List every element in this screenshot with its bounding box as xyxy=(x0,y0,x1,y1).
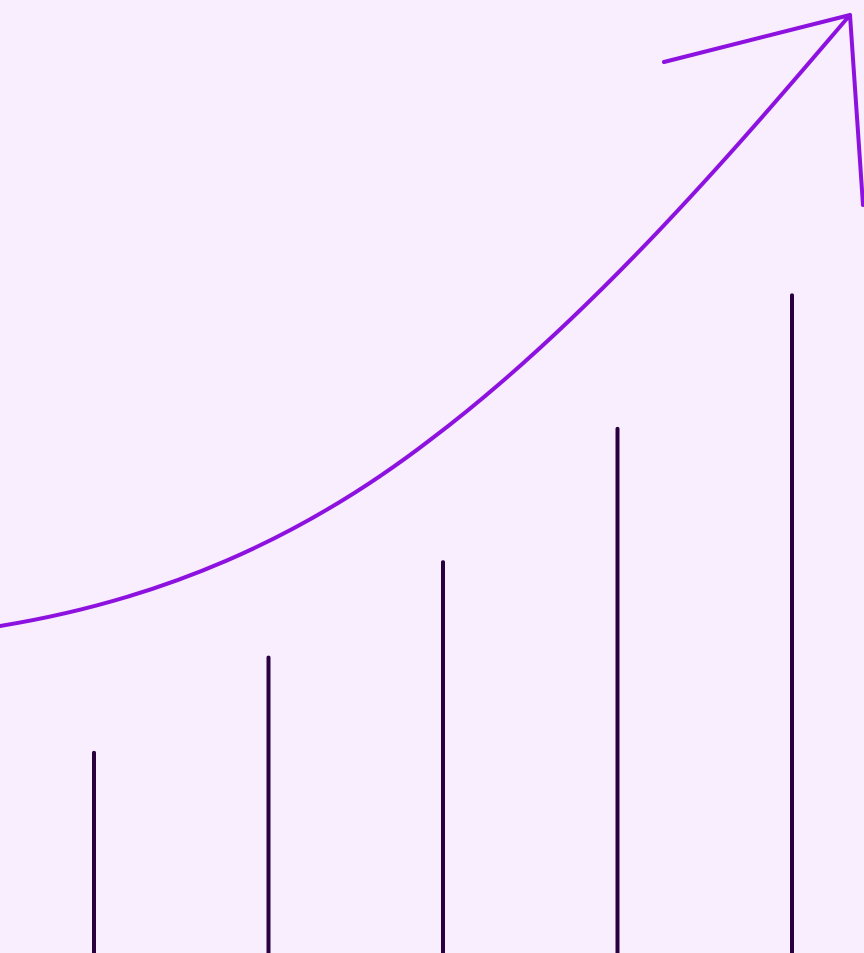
trend-arrow-curve xyxy=(0,13,852,628)
trend-arrowhead xyxy=(662,13,864,207)
bars-group xyxy=(92,293,794,953)
